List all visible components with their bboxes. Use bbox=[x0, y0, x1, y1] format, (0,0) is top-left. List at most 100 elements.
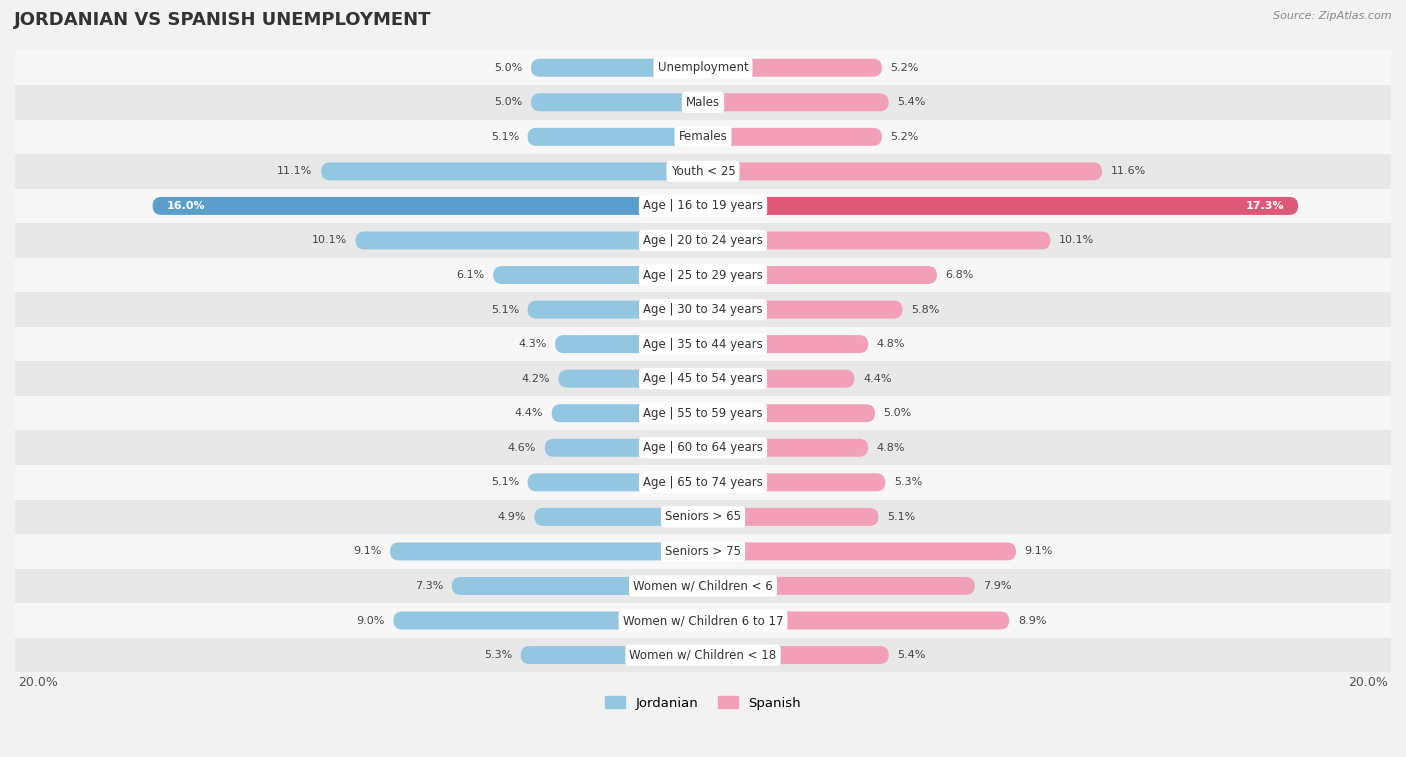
FancyBboxPatch shape bbox=[531, 93, 703, 111]
FancyBboxPatch shape bbox=[703, 473, 886, 491]
FancyBboxPatch shape bbox=[153, 197, 703, 215]
Text: Age | 35 to 44 years: Age | 35 to 44 years bbox=[643, 338, 763, 350]
FancyBboxPatch shape bbox=[544, 439, 703, 456]
FancyBboxPatch shape bbox=[531, 59, 703, 76]
FancyBboxPatch shape bbox=[15, 154, 1391, 188]
Text: 4.4%: 4.4% bbox=[515, 408, 543, 418]
Text: Age | 60 to 64 years: Age | 60 to 64 years bbox=[643, 441, 763, 454]
Text: 11.6%: 11.6% bbox=[1111, 167, 1146, 176]
Text: Females: Females bbox=[679, 130, 727, 143]
FancyBboxPatch shape bbox=[15, 638, 1391, 672]
Text: Women w/ Children < 6: Women w/ Children < 6 bbox=[633, 579, 773, 593]
FancyBboxPatch shape bbox=[451, 577, 703, 595]
FancyBboxPatch shape bbox=[15, 569, 1391, 603]
FancyBboxPatch shape bbox=[703, 439, 868, 456]
FancyBboxPatch shape bbox=[703, 543, 1017, 560]
FancyBboxPatch shape bbox=[15, 51, 1391, 85]
Text: Youth < 25: Youth < 25 bbox=[671, 165, 735, 178]
Text: 4.4%: 4.4% bbox=[863, 374, 891, 384]
Text: 5.2%: 5.2% bbox=[890, 132, 920, 142]
Text: Unemployment: Unemployment bbox=[658, 61, 748, 74]
Text: 5.1%: 5.1% bbox=[491, 304, 519, 315]
FancyBboxPatch shape bbox=[703, 301, 903, 319]
FancyBboxPatch shape bbox=[15, 223, 1391, 257]
Text: 5.1%: 5.1% bbox=[491, 132, 519, 142]
Text: 11.1%: 11.1% bbox=[277, 167, 312, 176]
FancyBboxPatch shape bbox=[703, 335, 868, 353]
FancyBboxPatch shape bbox=[15, 500, 1391, 534]
FancyBboxPatch shape bbox=[15, 361, 1391, 396]
Text: 5.3%: 5.3% bbox=[484, 650, 512, 660]
Text: Age | 55 to 59 years: Age | 55 to 59 years bbox=[643, 407, 763, 419]
Text: 9.1%: 9.1% bbox=[353, 547, 381, 556]
FancyBboxPatch shape bbox=[520, 646, 703, 664]
FancyBboxPatch shape bbox=[534, 508, 703, 526]
FancyBboxPatch shape bbox=[15, 431, 1391, 465]
Text: 17.3%: 17.3% bbox=[1246, 201, 1284, 211]
FancyBboxPatch shape bbox=[703, 369, 855, 388]
Text: 6.1%: 6.1% bbox=[457, 270, 485, 280]
FancyBboxPatch shape bbox=[15, 85, 1391, 120]
Text: Age | 30 to 34 years: Age | 30 to 34 years bbox=[643, 303, 763, 316]
Text: 5.3%: 5.3% bbox=[894, 478, 922, 488]
FancyBboxPatch shape bbox=[15, 465, 1391, 500]
FancyBboxPatch shape bbox=[15, 120, 1391, 154]
Text: 7.3%: 7.3% bbox=[415, 581, 443, 591]
Text: 4.6%: 4.6% bbox=[508, 443, 536, 453]
FancyBboxPatch shape bbox=[527, 473, 703, 491]
Text: 6.8%: 6.8% bbox=[945, 270, 974, 280]
Text: Age | 25 to 29 years: Age | 25 to 29 years bbox=[643, 269, 763, 282]
Text: JORDANIAN VS SPANISH UNEMPLOYMENT: JORDANIAN VS SPANISH UNEMPLOYMENT bbox=[14, 11, 432, 30]
FancyBboxPatch shape bbox=[703, 163, 1102, 180]
FancyBboxPatch shape bbox=[703, 232, 1050, 250]
FancyBboxPatch shape bbox=[703, 197, 1298, 215]
FancyBboxPatch shape bbox=[389, 543, 703, 560]
FancyBboxPatch shape bbox=[15, 603, 1391, 638]
FancyBboxPatch shape bbox=[15, 292, 1391, 327]
Text: 8.9%: 8.9% bbox=[1018, 615, 1046, 625]
FancyBboxPatch shape bbox=[703, 59, 882, 76]
FancyBboxPatch shape bbox=[558, 369, 703, 388]
FancyBboxPatch shape bbox=[394, 612, 703, 630]
Text: 5.8%: 5.8% bbox=[911, 304, 939, 315]
Text: 5.0%: 5.0% bbox=[494, 98, 523, 107]
FancyBboxPatch shape bbox=[15, 327, 1391, 361]
FancyBboxPatch shape bbox=[321, 163, 703, 180]
Text: Seniors > 75: Seniors > 75 bbox=[665, 545, 741, 558]
Text: 20.0%: 20.0% bbox=[18, 677, 58, 690]
FancyBboxPatch shape bbox=[703, 612, 1010, 630]
Text: 4.8%: 4.8% bbox=[877, 443, 905, 453]
FancyBboxPatch shape bbox=[15, 188, 1391, 223]
FancyBboxPatch shape bbox=[494, 266, 703, 284]
Text: 10.1%: 10.1% bbox=[312, 235, 347, 245]
Text: 5.4%: 5.4% bbox=[897, 650, 925, 660]
Text: 4.8%: 4.8% bbox=[877, 339, 905, 349]
FancyBboxPatch shape bbox=[551, 404, 703, 422]
Text: 9.1%: 9.1% bbox=[1025, 547, 1053, 556]
Text: Women w/ Children < 18: Women w/ Children < 18 bbox=[630, 649, 776, 662]
Text: 5.0%: 5.0% bbox=[494, 63, 523, 73]
Text: 4.3%: 4.3% bbox=[517, 339, 547, 349]
Text: 5.0%: 5.0% bbox=[883, 408, 912, 418]
Text: Women w/ Children 6 to 17: Women w/ Children 6 to 17 bbox=[623, 614, 783, 627]
FancyBboxPatch shape bbox=[703, 93, 889, 111]
Text: 5.4%: 5.4% bbox=[897, 98, 925, 107]
Text: Age | 45 to 54 years: Age | 45 to 54 years bbox=[643, 372, 763, 385]
FancyBboxPatch shape bbox=[15, 396, 1391, 431]
Text: 10.1%: 10.1% bbox=[1059, 235, 1094, 245]
Text: 20.0%: 20.0% bbox=[1348, 677, 1388, 690]
FancyBboxPatch shape bbox=[527, 128, 703, 146]
Text: 5.1%: 5.1% bbox=[491, 478, 519, 488]
FancyBboxPatch shape bbox=[527, 301, 703, 319]
FancyBboxPatch shape bbox=[703, 266, 936, 284]
Text: 4.9%: 4.9% bbox=[498, 512, 526, 522]
FancyBboxPatch shape bbox=[15, 257, 1391, 292]
FancyBboxPatch shape bbox=[703, 404, 875, 422]
Text: Age | 16 to 19 years: Age | 16 to 19 years bbox=[643, 199, 763, 213]
Legend: Jordanian, Spanish: Jordanian, Spanish bbox=[600, 691, 806, 715]
Text: 5.1%: 5.1% bbox=[887, 512, 915, 522]
FancyBboxPatch shape bbox=[703, 508, 879, 526]
Text: Age | 65 to 74 years: Age | 65 to 74 years bbox=[643, 476, 763, 489]
Text: Seniors > 65: Seniors > 65 bbox=[665, 510, 741, 523]
Text: 7.9%: 7.9% bbox=[983, 581, 1012, 591]
